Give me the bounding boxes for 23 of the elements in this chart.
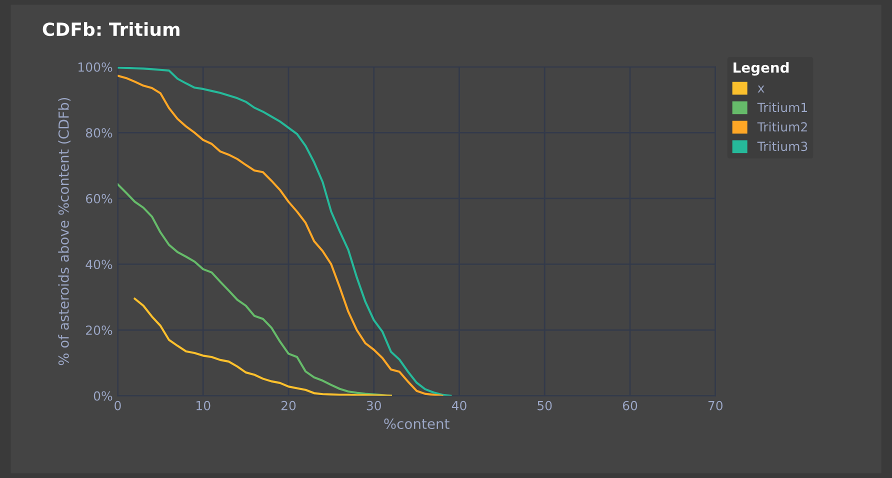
x-tick-label: 50 xyxy=(538,400,552,410)
y-tick-label: 60% xyxy=(86,194,112,204)
x-tick-label: 10 xyxy=(196,400,210,410)
y-tick-label: 40% xyxy=(86,260,112,270)
x-tick-label: 70 xyxy=(708,400,723,410)
legend-label: x xyxy=(758,86,764,92)
chart-title: CDFb: Tritium xyxy=(42,22,180,36)
legend-label: Tritium1 xyxy=(757,102,808,112)
y-axis-title: % of asteroids above %content (CDFb) xyxy=(58,98,71,366)
x-tick-label: 20 xyxy=(281,400,296,410)
x-tick-label: 60 xyxy=(622,400,638,410)
legend-title: Legend xyxy=(734,62,789,76)
x-tick-label: 0 xyxy=(114,400,121,410)
x-tick-label: 40 xyxy=(452,400,466,410)
y-tick-label: 20% xyxy=(86,325,112,335)
legend-label: Tritium2 xyxy=(757,122,807,132)
y-tick-label: 0% xyxy=(94,391,112,401)
legend-label: Tritium3 xyxy=(757,141,808,152)
y-tick-label: 100% xyxy=(78,62,112,72)
line-series xyxy=(134,298,392,396)
y-tick-label: 80% xyxy=(86,128,112,138)
x-tick-label: 30 xyxy=(366,400,381,410)
x-axis-title: %content xyxy=(384,418,450,430)
